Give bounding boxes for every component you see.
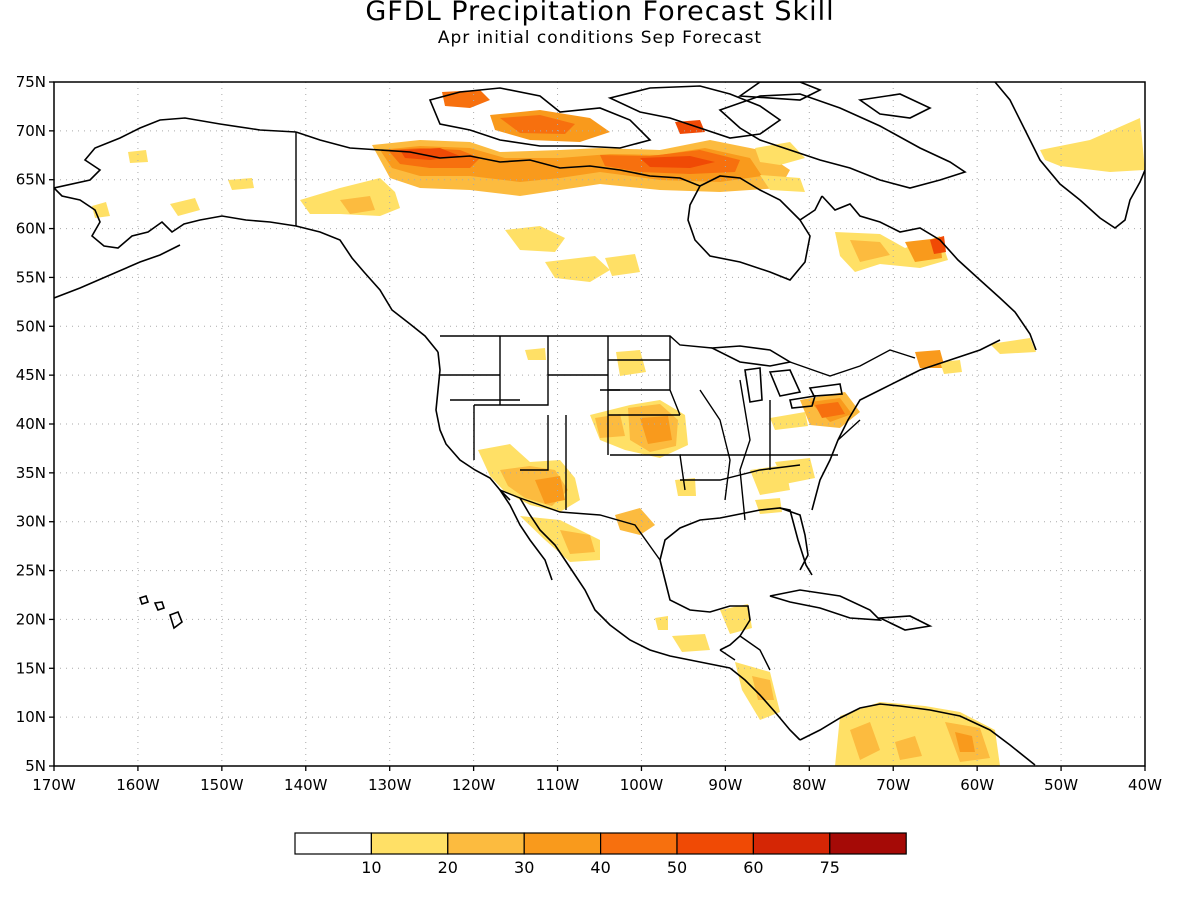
lat-tick-label: 65N (16, 171, 46, 189)
lat-tick-label: 50N (16, 317, 46, 335)
lat-tick-label: 15N (16, 659, 46, 677)
colorbar-bin (523, 832, 602, 855)
coastlines (54, 82, 1145, 766)
lon-tick-label: 170W (32, 776, 76, 794)
colorbar-bin (294, 832, 373, 855)
skill-shading (92, 90, 1145, 766)
lon-tick-label: 90W (708, 776, 742, 794)
lon-tick-label: 70W (876, 776, 910, 794)
lat-tick-label: 10N (16, 708, 46, 726)
lat-tick-label: 60N (16, 220, 46, 238)
map-axes: 75N 70N 65N 60N 55N 50N 45N 40N 35N 30N 25N 20N 15N 1… (16, 73, 1162, 794)
map-subtitle: Apr initial conditions Sep Forecast (437, 28, 763, 48)
colorbar-label: 50 (667, 858, 687, 877)
colorbar-bin (370, 832, 449, 855)
lat-tick-label: 70N (16, 122, 46, 140)
lat-tick-label: 40N (16, 415, 46, 433)
colorbar-label: 60 (743, 858, 763, 877)
lon-tick-label: 120W (452, 776, 496, 794)
lat-tick-label: 20N (16, 610, 46, 628)
lat-tick-label: 5N (25, 757, 46, 775)
colorbar-label: 40 (590, 858, 610, 877)
lon-tick-label: 110W (536, 776, 580, 794)
lon-tick-label: 50W (1044, 776, 1078, 794)
colorbar-bin (676, 832, 755, 855)
lon-tick-label: 100W (620, 776, 664, 794)
colorbar-label: 75 (820, 858, 840, 877)
lat-tick-label: 30N (16, 513, 46, 531)
colorbar-bin (599, 832, 678, 855)
lon-tick-label: 80W (792, 776, 826, 794)
lat-tick-label: 75N (16, 73, 46, 91)
colorbar-label: 20 (438, 858, 458, 877)
lat-tick-label: 55N (16, 268, 46, 286)
lon-tick-label: 40W (1128, 776, 1162, 794)
colorbar-label: 30 (514, 858, 534, 877)
map-title: GFDL Precipitation Forecast Skill (365, 0, 835, 27)
colorbar-bin (752, 832, 831, 855)
colorbar-legend: 10 20 30 40 50 60 75 (294, 832, 907, 877)
lon-tick-label: 160W (116, 776, 160, 794)
lon-tick-label: 140W (284, 776, 328, 794)
colorbar-label: 10 (361, 858, 381, 877)
lon-tick-label: 150W (200, 776, 244, 794)
colorbar-bin (829, 832, 907, 855)
lon-tick-label: 60W (960, 776, 994, 794)
political-borders (295, 132, 916, 671)
grid-lines (54, 82, 1145, 766)
lon-tick-label: 130W (368, 776, 412, 794)
lat-tick-label: 45N (16, 366, 46, 384)
lat-tick-label: 35N (16, 464, 46, 482)
colorbar-bin (447, 832, 525, 855)
lat-tick-label: 25N (16, 562, 46, 580)
